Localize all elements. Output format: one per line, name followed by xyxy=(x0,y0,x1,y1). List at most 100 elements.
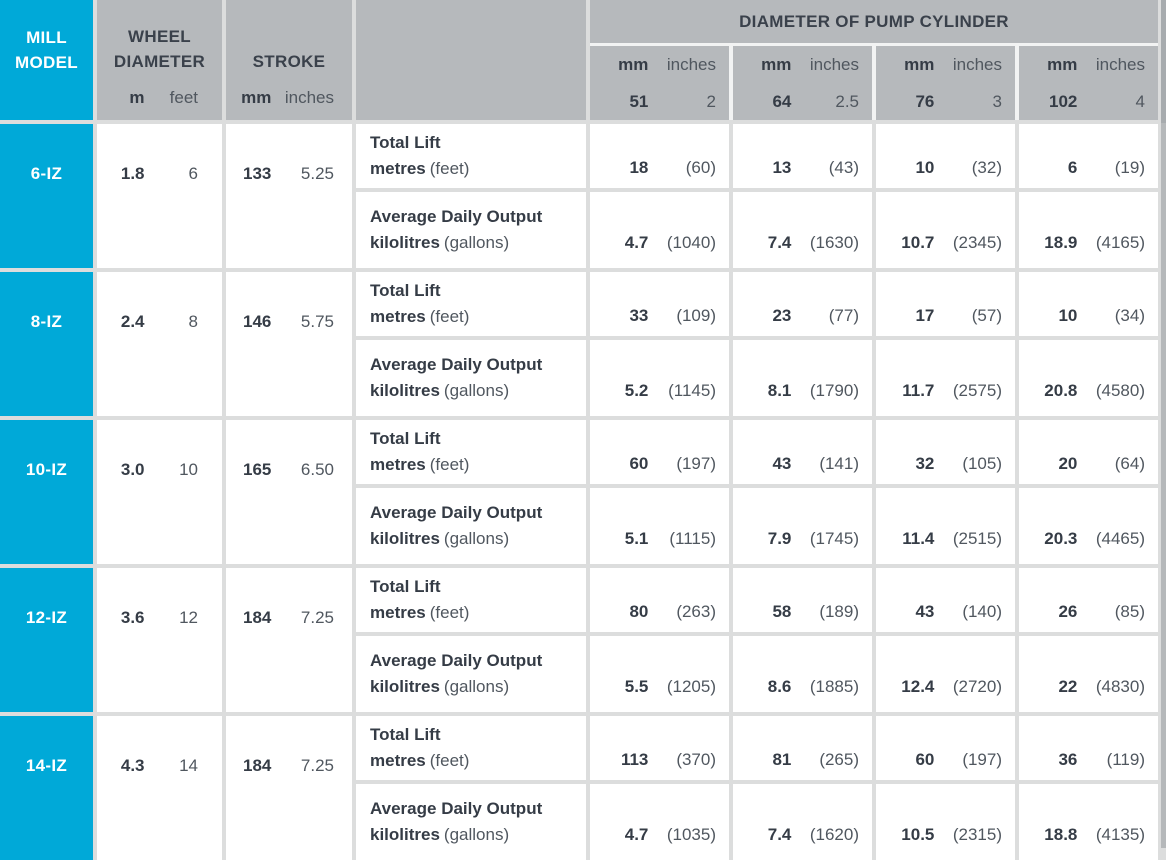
wheel-diameter-cell: 4.3 14 xyxy=(97,716,222,860)
stroke-inches: 5.25 xyxy=(300,164,334,183)
wheel-m: 2.4 xyxy=(120,312,145,331)
output-cell: 22 (4830) xyxy=(1019,636,1158,712)
lift-cell: 36 (119) xyxy=(1019,716,1158,780)
mill-model-value: 8-IZ xyxy=(30,312,63,331)
stroke-unit-imperial: inches xyxy=(284,87,334,107)
row-label-average-output: Average Daily Output kilolitres (gallons) xyxy=(356,636,586,712)
output-cell: 8.6 (1885) xyxy=(733,636,872,712)
size-mm: 64 xyxy=(772,92,792,111)
size-inches: 3 xyxy=(992,92,1002,111)
mill-model-value: 14-IZ xyxy=(25,756,68,775)
header-stroke: STROKE mm inches xyxy=(226,0,352,120)
mill-model-cell: 8-IZ xyxy=(0,272,93,416)
pump-col-header-76mm: mm inches 76 3 xyxy=(876,46,1015,120)
wheel-m: 3.6 xyxy=(120,608,145,627)
wheel-diameter-cell: 3.0 10 xyxy=(97,420,222,564)
row-label-average-output: Average Daily Output kilolitres (gallons) xyxy=(356,340,586,416)
output-cell: 5.5 (1205) xyxy=(590,636,729,712)
row-label-average-output: Average Daily Output kilolitres (gallons) xyxy=(356,784,586,860)
stroke-inches: 5.75 xyxy=(300,312,334,331)
stroke-mm: 146 xyxy=(242,312,272,331)
wheel-feet: 8 xyxy=(188,312,198,331)
header-wheel-diameter: WHEEL DIAMETER m feet xyxy=(97,0,222,120)
wheel-feet: 12 xyxy=(179,608,198,627)
header-mill-model-label: MILL MODEL xyxy=(15,28,78,72)
output-cell: 7.9 (1745) xyxy=(733,488,872,564)
lift-cell: 43 (140) xyxy=(876,568,1015,632)
lift-cell: 113 (370) xyxy=(590,716,729,780)
stroke-cell: 146 5.75 xyxy=(226,272,352,416)
output-cell: 5.1 (1115) xyxy=(590,488,729,564)
output-cell: 12.4 (2720) xyxy=(876,636,1015,712)
stroke-mm: 184 xyxy=(242,608,272,627)
lift-cell: 6 (19) xyxy=(1019,124,1158,188)
lift-cell: 80 (263) xyxy=(590,568,729,632)
output-cell: 4.7 (1040) xyxy=(590,192,729,268)
output-cell: 10.5 (2315) xyxy=(876,784,1015,860)
unit-mm: mm xyxy=(1047,55,1078,74)
lift-cell: 26 (85) xyxy=(1019,568,1158,632)
size-inches: 2 xyxy=(706,92,716,111)
lift-cell: 18 (60) xyxy=(590,124,729,188)
mill-model-value: 12-IZ xyxy=(25,608,68,627)
header-pump-cylinder: DIAMETER OF PUMP CYLINDER mm inches 51 2 m… xyxy=(590,0,1158,120)
pump-col-header-64mm: mm inches 64 2.5 xyxy=(733,46,872,120)
row-label-total-lift: Total Lift metres (feet) xyxy=(356,716,586,780)
wheel-diameter-cell: 2.4 8 xyxy=(97,272,222,416)
lift-cell: 13 (43) xyxy=(733,124,872,188)
stroke-mm: 184 xyxy=(242,756,272,775)
lift-cell: 43 (141) xyxy=(733,420,872,484)
size-inches: 4 xyxy=(1135,92,1145,111)
wheel-m: 4.3 xyxy=(120,756,145,775)
output-cell: 4.7 (1035) xyxy=(590,784,729,860)
stroke-inches: 7.25 xyxy=(300,608,334,627)
output-cell: 11.7 (2575) xyxy=(876,340,1015,416)
wheel-unit-imperial: feet xyxy=(169,87,198,107)
output-cell: 10.7 (2345) xyxy=(876,192,1015,268)
lift-cell: 32 (105) xyxy=(876,420,1015,484)
size-mm: 102 xyxy=(1049,92,1078,111)
output-cell: 11.4 (2515) xyxy=(876,488,1015,564)
lift-cell: 20 (64) xyxy=(1019,420,1158,484)
header-row-label-spacer xyxy=(356,0,586,120)
mill-model-cell: 10-IZ xyxy=(0,420,93,564)
output-cell: 18.8 (4135) xyxy=(1019,784,1158,860)
pump-header-divider xyxy=(590,43,1158,46)
row-label-average-output: Average Daily Output kilolitres (gallons) xyxy=(356,488,586,564)
row-label-total-lift: Total Lift metres (feet) xyxy=(356,124,586,188)
mill-model-value: 6-IZ xyxy=(30,164,63,183)
stroke-cell: 133 5.25 xyxy=(226,124,352,268)
stroke-units-row: mm inches xyxy=(226,74,352,120)
stroke-cell: 184 7.25 xyxy=(226,716,352,860)
size-mm: 51 xyxy=(629,92,649,111)
wheel-feet: 10 xyxy=(179,460,198,479)
mill-model-cell: 14-IZ xyxy=(0,716,93,860)
stroke-cell: 184 7.25 xyxy=(226,568,352,712)
wheel-diameter-cell: 1.8 6 xyxy=(97,124,222,268)
lift-cell: 33 (109) xyxy=(590,272,729,336)
stroke-mm: 133 xyxy=(242,164,272,183)
wheel-feet: 14 xyxy=(179,756,198,775)
lift-cell: 81 (265) xyxy=(733,716,872,780)
mill-model-value: 10-IZ xyxy=(25,460,68,479)
unit-inches: inches xyxy=(666,55,716,74)
stroke-inches: 6.50 xyxy=(300,460,334,479)
lift-cell: 23 (77) xyxy=(733,272,872,336)
unit-mm: mm xyxy=(618,55,649,74)
output-cell: 7.4 (1620) xyxy=(733,784,872,860)
wheel-m: 3.0 xyxy=(120,460,145,479)
row-label-average-output: Average Daily Output kilolitres (gallons) xyxy=(356,192,586,268)
stroke-unit-metric: mm xyxy=(241,87,272,107)
stroke-title: STROKE xyxy=(252,52,326,71)
header-mill-model: MILL MODEL xyxy=(0,0,93,120)
wheel-unit-metric: m xyxy=(129,87,145,107)
wheel-diameter-cell: 3.6 12 xyxy=(97,568,222,712)
unit-mm: mm xyxy=(904,55,935,74)
mill-model-cell: 6-IZ xyxy=(0,124,93,268)
size-inches: 2.5 xyxy=(835,92,859,111)
output-cell: 7.4 (1630) xyxy=(733,192,872,268)
lift-cell: 58 (189) xyxy=(733,568,872,632)
unit-mm: mm xyxy=(761,55,792,74)
pump-column-headers: mm inches 51 2 mm inches 64 2.5 mm inches 76 3… xyxy=(590,46,1158,120)
